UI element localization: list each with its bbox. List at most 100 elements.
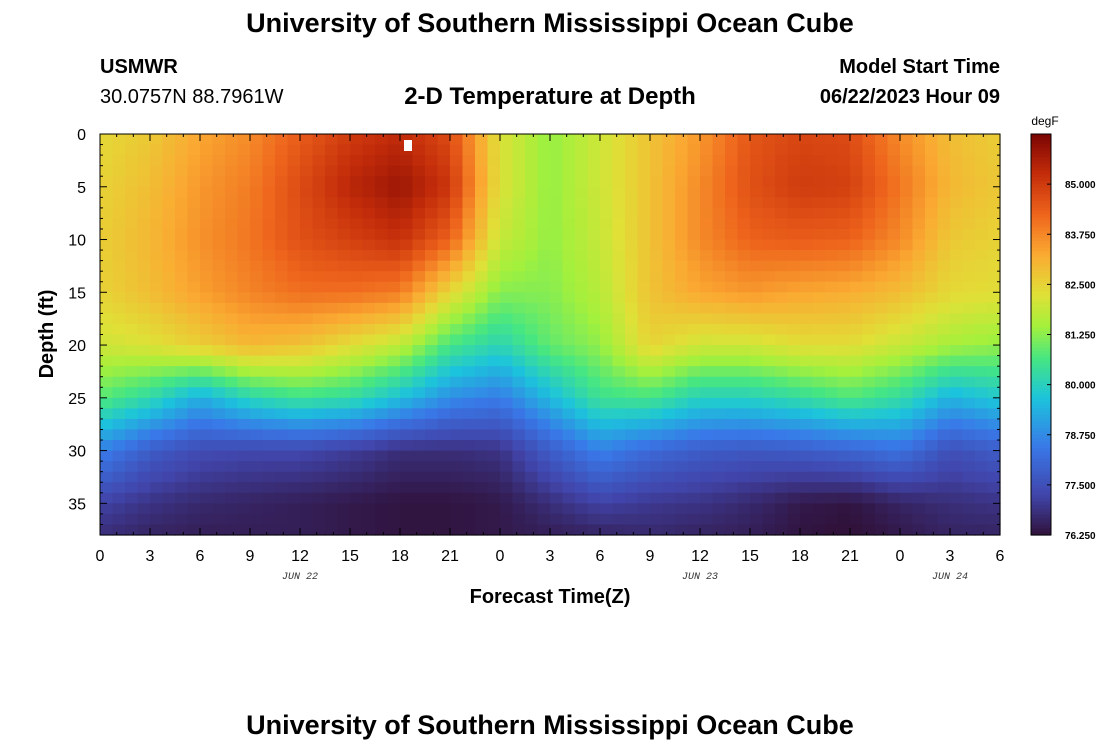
heatmap-cell [925, 471, 939, 483]
heatmap-cell [625, 387, 639, 399]
heatmap-cell [825, 218, 839, 230]
heatmap-cell [137, 228, 151, 241]
heatmap-cell [687, 323, 701, 336]
heatmap-cell [375, 144, 389, 156]
heatmap-cell [112, 207, 126, 220]
heatmap-cell [700, 429, 714, 441]
heatmap-cell [287, 513, 301, 526]
heatmap-cell [887, 250, 901, 262]
marker [404, 140, 412, 151]
heatmap-cell [800, 271, 814, 283]
heatmap-cell [875, 492, 889, 504]
heatmap-cell [787, 155, 801, 167]
heatmap-cell [562, 313, 576, 325]
x-tick-label: 0 [496, 548, 505, 565]
heatmap-cell [412, 165, 426, 177]
heatmap-cell [287, 144, 301, 156]
heatmap-cell [250, 471, 264, 483]
heatmap-cell [925, 302, 939, 314]
heatmap-cell [862, 228, 876, 241]
heatmap-cell [225, 355, 239, 367]
heatmap-cell [700, 292, 714, 304]
heatmap-cell [850, 165, 864, 177]
heatmap-cell [750, 218, 764, 230]
heatmap-cell [625, 334, 639, 346]
heatmap-cell [162, 250, 176, 262]
heatmap-cell [400, 503, 414, 515]
heatmap-cell [575, 134, 589, 146]
heatmap-cell [212, 397, 226, 409]
heatmap-cell [812, 228, 826, 241]
heatmap-cell [137, 281, 151, 293]
heatmap-cell [537, 313, 551, 325]
heatmap-cell [887, 461, 901, 473]
heatmap-cell [737, 355, 751, 367]
heatmap-cell [362, 186, 376, 198]
heatmap-cell [512, 471, 526, 483]
heatmap-cell [212, 250, 226, 262]
heatmap-cell [125, 408, 139, 420]
heatmap-cell [225, 376, 239, 388]
heatmap-cell [687, 260, 701, 272]
heatmap-cell [650, 218, 664, 230]
heatmap-cell [537, 176, 551, 188]
heatmap-cell [787, 440, 801, 452]
heatmap-cell [862, 366, 876, 378]
heatmap-cell [262, 165, 276, 177]
heatmap-cell [225, 418, 239, 431]
heatmap-cell [262, 503, 276, 515]
heatmap-cell [187, 218, 201, 230]
heatmap-cell [437, 376, 451, 388]
heatmap-cell [212, 408, 226, 420]
heatmap-cell [975, 186, 989, 198]
heatmap-cell [775, 207, 789, 220]
colorbar-segment [1031, 341, 1051, 346]
heatmap-cell [400, 345, 414, 357]
heatmap-cell [962, 134, 976, 146]
heatmap-cell [800, 513, 814, 526]
heatmap-cell [862, 313, 876, 325]
colorbar-segment [1031, 271, 1051, 275]
heatmap-cell [775, 313, 789, 325]
heatmap-cell [237, 281, 251, 293]
heatmap-cell [375, 176, 389, 188]
heatmap-cell [237, 134, 251, 146]
heatmap-cell [137, 418, 151, 431]
heatmap-cell [412, 503, 426, 515]
heatmap-cell [362, 355, 376, 367]
heatmap-cell [162, 345, 176, 357]
heatmap-cell [925, 376, 939, 388]
colorbar-segment [1031, 144, 1051, 148]
heatmap-cell [812, 323, 826, 336]
heatmap-cell [337, 376, 351, 388]
heatmap-cell [487, 144, 501, 156]
heatmap-cell [825, 323, 839, 336]
heatmap-cell [937, 503, 951, 515]
heatmap-cell [237, 418, 251, 431]
heatmap-cell [512, 440, 526, 452]
colorbar-segment [1031, 404, 1051, 409]
heatmap-cell [575, 429, 589, 441]
heatmap-cell [525, 155, 539, 167]
heatmap-cell [275, 239, 289, 251]
heatmap-cell [575, 397, 589, 409]
heatmap-cell [600, 165, 614, 177]
heatmap-cell [800, 492, 814, 504]
heatmap-cell [150, 387, 164, 399]
heatmap-cell [975, 165, 989, 177]
heatmap-cell [737, 271, 751, 283]
heatmap-cell [812, 440, 826, 452]
heatmap-cell [300, 165, 314, 177]
colorbar-tick-label: 83.750 [1065, 230, 1096, 241]
heatmap-cell [875, 144, 889, 156]
heatmap-cell [412, 482, 426, 494]
heatmap-cell [612, 429, 626, 441]
heatmap-cell [412, 313, 426, 325]
heatmap-cell [900, 355, 914, 367]
heatmap-cell [112, 134, 126, 146]
heatmap-cell [962, 429, 976, 441]
colorbar-segment [1031, 301, 1051, 306]
heatmap-cell [637, 440, 651, 452]
x-tick-label: 6 [196, 548, 205, 565]
colorbar-segment [1031, 494, 1051, 499]
